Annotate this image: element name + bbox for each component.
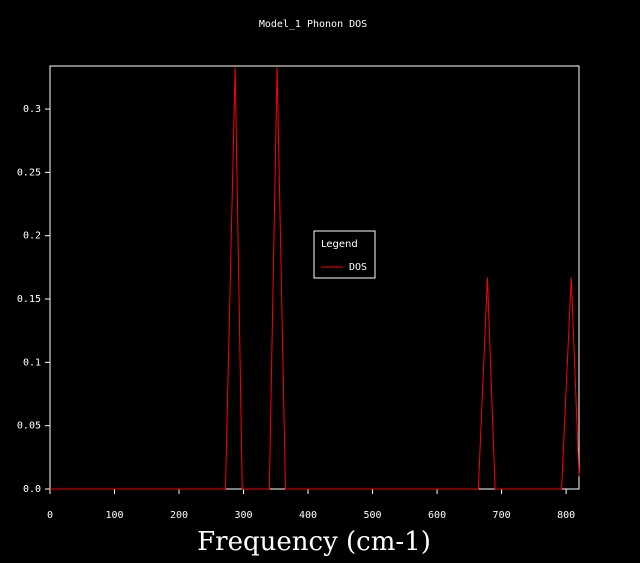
x-tick-label: 600 [428, 510, 446, 521]
x-tick-label: 100 [105, 510, 123, 521]
x-tick-label: 300 [235, 510, 253, 521]
x-tick-label: 0 [47, 510, 53, 521]
x-tick-label: 200 [170, 510, 188, 521]
legend-label: DOS [349, 262, 367, 273]
dos-line [50, 67, 580, 490]
x-tick-label: 400 [299, 510, 317, 521]
y-tick-label: 0.3 [23, 104, 41, 115]
x-tick-label: 500 [364, 510, 382, 521]
x-tick-label: 800 [557, 510, 575, 521]
x-tick-label: 700 [493, 510, 511, 521]
chart-title: Model_1 Phonon DOS [259, 19, 367, 30]
x-axis-label: Frequency (cm-1) [197, 527, 431, 557]
y-tick-label: 0.0 [23, 484, 41, 495]
y-tick-label: 0.1 [23, 357, 41, 368]
y-tick-label: 0.05 [17, 421, 41, 432]
legend-title: Legend [321, 239, 358, 250]
y-tick-label: 0.25 [17, 167, 41, 178]
legend-box [313, 230, 376, 279]
y-tick-label: 0.15 [17, 294, 41, 305]
y-tick-label: 0.2 [23, 231, 41, 242]
